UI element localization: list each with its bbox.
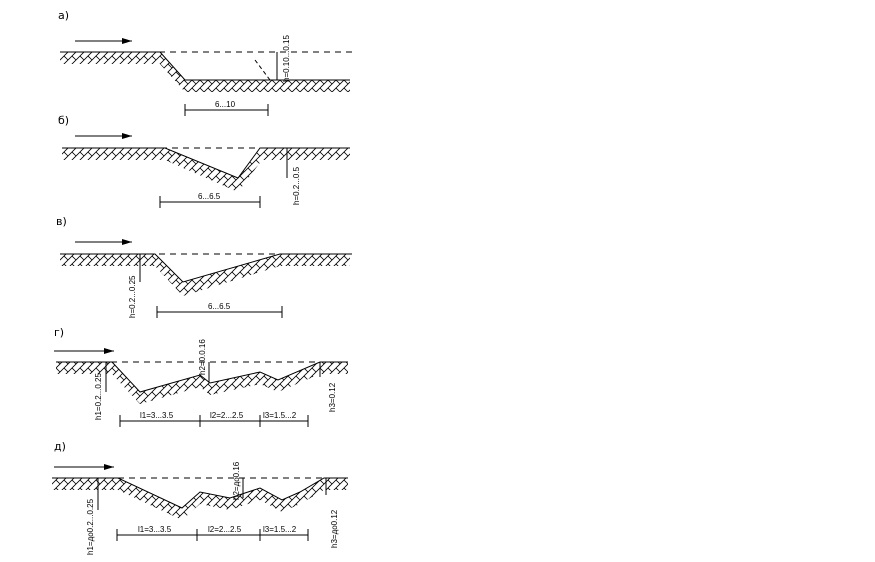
dimension-label: l1=3...3.5: [140, 411, 174, 420]
panel-d-label: д): [54, 440, 66, 453]
panel-b-label: б): [58, 114, 69, 127]
ground-hatch: [60, 254, 350, 296]
bed-profile: [52, 477, 348, 509]
depth-label: h3=до0.12: [330, 509, 339, 548]
bed-profile: [60, 51, 350, 81]
dimension-label: l3=1.5...2: [263, 411, 297, 420]
panel-v-label: в): [56, 215, 67, 228]
depth-label: h=0.2...0.5: [292, 166, 301, 205]
ground-hatch: [52, 478, 348, 520]
depth-label: h1=0.2...0.25: [94, 373, 103, 420]
ground-hatch: [60, 52, 350, 92]
panel-g: г) h1=0.2...0.25 h2=0.0.16 h3=0.12 l1=3.…: [54, 326, 348, 427]
dimension-label: l2=2...2.5: [210, 411, 244, 420]
bed-profile: [62, 147, 350, 179]
depth-label: h3=0.12: [328, 382, 337, 412]
dimension-label: 6...6.5: [198, 192, 221, 201]
dimension-label: l1=3...3.5: [138, 525, 172, 534]
slope-dash: [254, 59, 271, 81]
dimension-label: 6...6.5: [208, 302, 231, 311]
depth-label: h=0.2...0.25: [128, 275, 137, 318]
dimension-label: l2=2...2.5: [208, 525, 242, 534]
ground-hatch: [62, 148, 350, 192]
dimension-label: 6...10: [215, 100, 236, 109]
bed-profile: [60, 253, 350, 283]
panel-b: б) h=0.2...0.5 6...6.5: [58, 114, 350, 208]
panel-a: а) h=0.10...0.15 6...10: [58, 9, 352, 116]
depth-label: h1=до0.2...0.25: [86, 498, 95, 555]
depth-label: h2=0.0.16: [198, 339, 207, 375]
dimension-label: l3=1.5...2: [263, 525, 297, 534]
ground-hatch: [56, 362, 348, 404]
panel-v: в) h=0.2...0.25 6...6.5: [56, 215, 352, 318]
bed-profile: [56, 361, 348, 393]
depth-label: h=0.10...0.15: [282, 35, 291, 82]
panel-d: д) h1=до0.2...0.25 h2=до0.16 h3=до0.12 l…: [52, 440, 348, 555]
depth-label: h2=до0.16: [232, 461, 241, 500]
panel-a-label: а): [58, 9, 69, 22]
panel-g-label: г): [54, 326, 64, 339]
